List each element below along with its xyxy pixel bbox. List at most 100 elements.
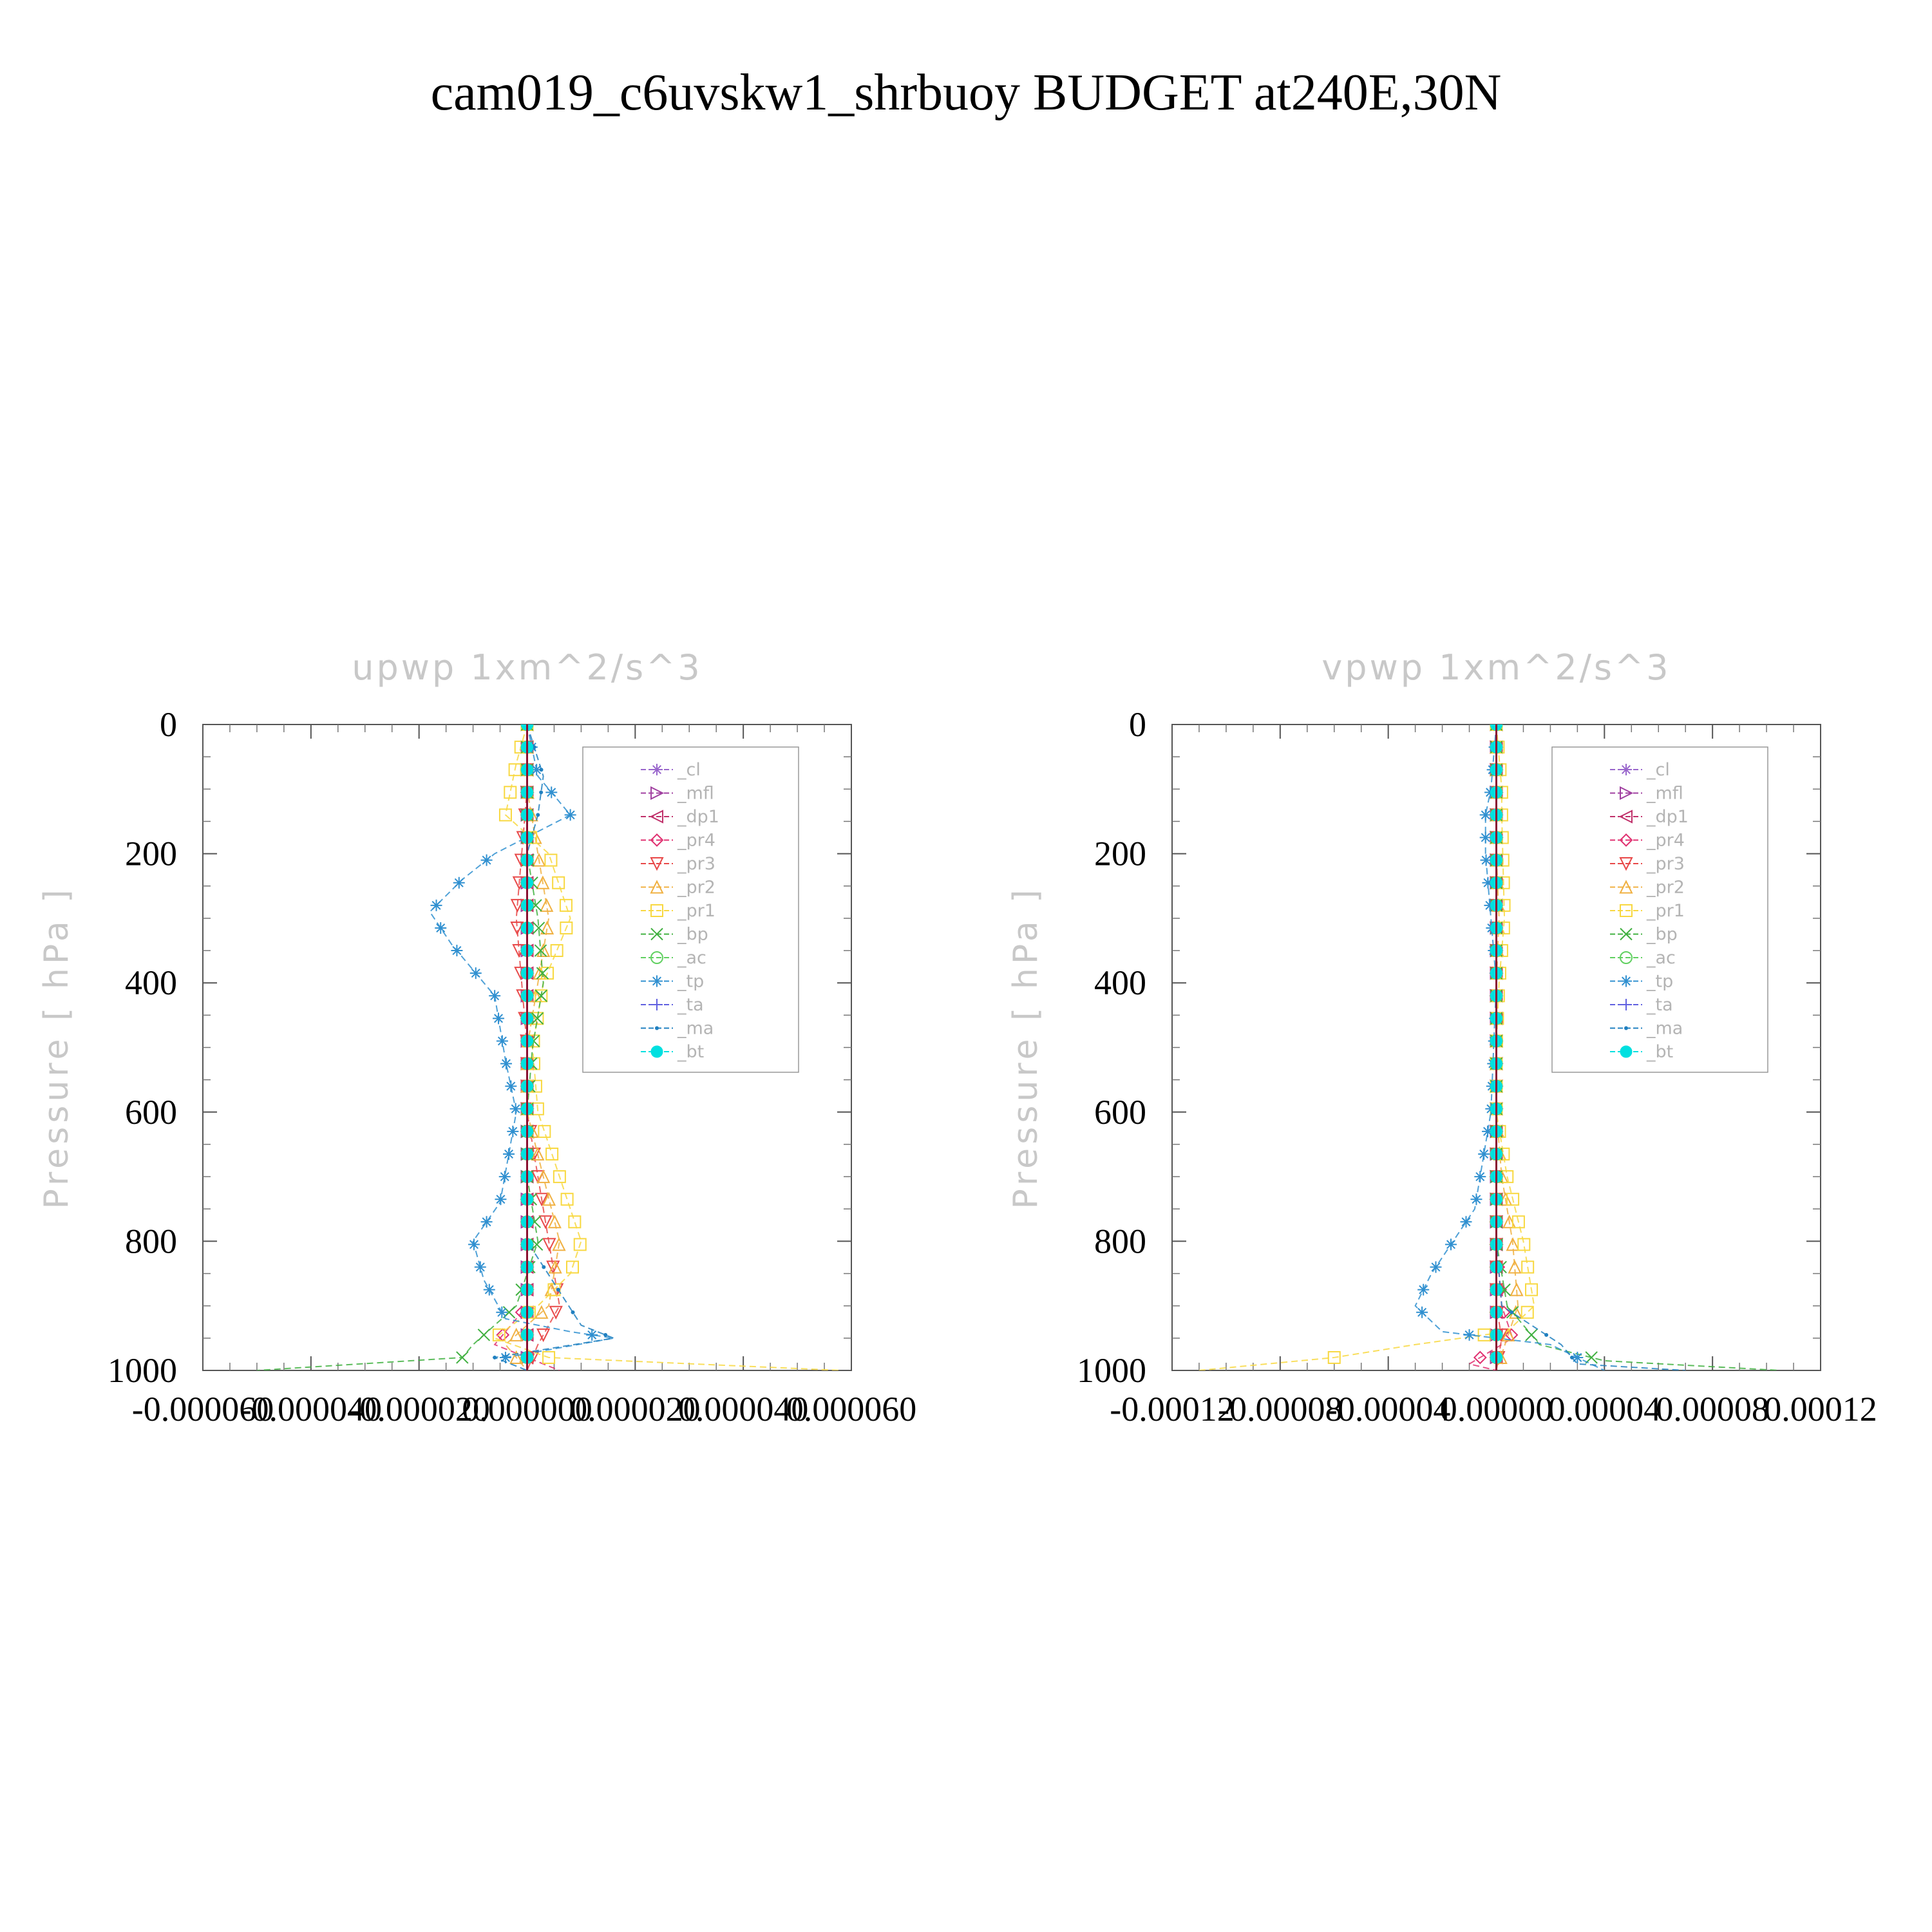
legend-marker [1619,833,1633,847]
series-point-tp [1417,1283,1430,1296]
series-point-bp [535,989,548,1002]
series-point-pr2 [1510,1282,1524,1296]
legend-label: _pr2 [677,878,715,898]
series-point-pr3 [549,1305,563,1320]
series-point-pr2 [1501,1327,1515,1341]
legend: _cl _mfl _dp1 _pr4 _pr3 _pr2 _pr1 _bp _ac _tp _ta _… [582,746,799,1073]
x-tick-label: 0.000020 [570,1390,701,1428]
series-point-pr1 [1525,1283,1539,1296]
series-point-tp [586,1329,598,1341]
series-point-pr2 [535,1305,549,1319]
legend-label: _pr2 [1646,878,1685,898]
legend-box [582,746,799,1073]
series-point-tp [500,1057,512,1070]
legend-label: _bt [677,1042,704,1062]
series-point-tp [503,1148,515,1160]
x-tick-label: 0.000000 [462,1390,592,1428]
series-point-tp [1474,1171,1486,1183]
series-point-tp [468,1238,480,1251]
legend-marker [1620,904,1633,917]
legend-marker [1620,786,1634,800]
series-point-pr2 [532,853,546,867]
series-point-ma [1569,1355,1574,1359]
series-point-tp [435,922,447,934]
series-point-pr1 [550,944,564,958]
series-point-tp [430,899,442,911]
series-point-pr2 [540,920,554,934]
legend-marker [650,880,664,894]
series-point-pr2 [1508,1260,1522,1274]
y-tick-label: 600 [125,1093,177,1132]
series-line-tp [1414,724,1605,1370]
series-point-tp [1484,899,1496,911]
series-point-pr1 [545,1147,559,1160]
legend-label: _bp [677,925,708,945]
series-point-pr1 [568,1215,582,1229]
series-line-pr4 [1467,724,1513,1370]
x-tick-label: 0.000060 [786,1390,917,1428]
legend-marker [1619,857,1633,871]
x-tick-label: -0.000040 [240,1390,382,1428]
series-point-tp [483,1283,495,1296]
series-point-tp [509,1103,522,1115]
series-point-pr2 [536,875,550,889]
series-point-tp [451,945,463,957]
series-point-bp [531,1012,544,1025]
series-point-tp [1480,854,1492,866]
series-point-ma [542,1265,546,1269]
legend-marker [650,904,663,917]
series-point-tp [1478,1148,1490,1160]
series-point-pr2 [509,1350,524,1364]
series-point-bp [536,967,549,980]
series-point-pr2 [548,1260,562,1274]
legend-label: _pr4 [677,831,715,851]
legend-marker [650,833,664,847]
series-point-pr3 [510,898,525,913]
y-tick-label: 800 [1094,1222,1146,1260]
legend-label: _mfl [1646,784,1683,804]
x-tick-label: -0.000020 [348,1390,489,1428]
legend-label: _bt [1646,1042,1673,1062]
legend-label: _pr1 [677,901,715,921]
legend-label: _cl [1646,760,1670,780]
series-point-pr3 [538,1215,553,1229]
panel-upwp: upwp 1xm^2/s^3 Pressure [ hPa ] 0 200 400 600… [37,647,916,1428]
series-point-pr2 [509,1327,524,1341]
panel-title: upwp 1xm^2/s^3 [352,647,703,688]
x-tick-label: 0.00008 [1656,1390,1769,1428]
series-point-ma [539,768,544,772]
x-tick-label: -0.00012 [1110,1390,1234,1428]
series-point-ma [532,745,536,750]
x-tick-label: 0.000040 [678,1390,809,1428]
series-point-bp [532,922,545,934]
legend-label: _tp [1646,972,1673,992]
series-point-pr1 [1521,1260,1535,1274]
legend-marker [651,999,663,1010]
series-point-ma [493,1355,497,1359]
legend-label: _bp [1646,925,1678,945]
series-point-pr2 [1506,1237,1520,1251]
series-point-pr1 [560,1193,574,1206]
legend-label: _dp1 [1646,807,1689,827]
series-point-ma [539,790,544,795]
series-point-ma [1544,1332,1549,1337]
series-point-pr1 [498,808,512,822]
y-tick-label: 200 [125,835,177,873]
x-tick-label: 0.00004 [1548,1390,1662,1428]
legend-marker [650,951,663,964]
series-point-tp [496,1035,508,1047]
series-point-tp [1430,1261,1442,1273]
series-point-tp [480,1216,493,1228]
series-point-bp [1525,1329,1538,1341]
y-axis-label: Pressure [ hPa ] [1007,886,1045,1209]
legend-label: _pr3 [677,854,715,874]
legend-label: _mfl [677,784,714,804]
series-point-pr1 [560,921,573,934]
series-point-pr2 [547,1215,562,1229]
series-point-tp [1460,1216,1472,1228]
series-point-tp [564,809,576,821]
legend-marker [1620,764,1632,775]
series-point-pr2 [540,898,554,912]
legend-label: _ac [677,948,706,968]
x-tick-label: -0.00004 [1326,1390,1450,1428]
